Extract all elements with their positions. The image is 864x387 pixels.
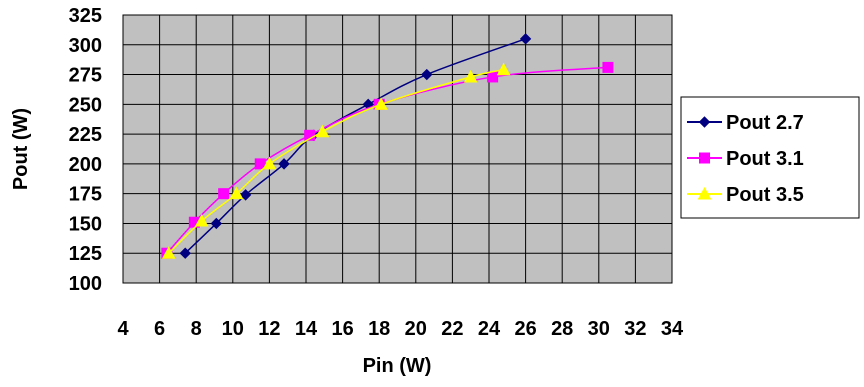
legend-marker <box>699 152 710 164</box>
x-tick-label: 14 <box>295 318 318 340</box>
y-tick-label: 275 <box>69 65 102 87</box>
data-point <box>194 214 209 227</box>
y-tick-label: 250 <box>69 94 102 116</box>
x-tick-label: 26 <box>514 318 536 340</box>
x-tick-label: 6 <box>154 318 165 340</box>
y-tick-label: 125 <box>69 243 102 265</box>
legend-item: Pout 3.1 <box>687 148 804 170</box>
y-tick-label: 300 <box>69 35 102 57</box>
series-3 <box>161 62 511 259</box>
x-axis-tick-labels: 4 6 8 10 12 14 16 18 20 22 24 26 28 30 32 34 <box>117 318 684 340</box>
legend-item: Pout 2.7 <box>687 112 804 134</box>
gridlines <box>122 14 673 284</box>
x-tick-label: 28 <box>551 318 573 340</box>
data-point <box>315 124 330 138</box>
x-tick-label: 20 <box>405 318 427 340</box>
data-point <box>239 189 252 201</box>
y-tick-label: 225 <box>69 124 102 146</box>
plot-border <box>122 14 673 284</box>
x-tick-label: 18 <box>368 318 390 340</box>
y-tick-label: 325 <box>69 5 102 27</box>
data-point <box>374 97 388 110</box>
y-tick-label: 200 <box>69 154 102 176</box>
legend-item: Pout 3.5 <box>687 184 804 206</box>
x-tick-label: 12 <box>258 318 280 340</box>
legend-label: Pout 2.7 <box>726 112 804 134</box>
y-tick-label: 150 <box>69 213 102 235</box>
legend-marker <box>698 116 711 128</box>
legend-marker <box>697 186 712 200</box>
data-point <box>161 246 176 259</box>
data-point <box>421 68 433 81</box>
data-point <box>229 186 244 200</box>
y-tick-label: 100 <box>69 273 102 295</box>
series-line <box>168 69 504 254</box>
data-point <box>254 158 266 170</box>
data-point <box>496 62 511 76</box>
x-tick-label: 34 <box>661 318 684 340</box>
x-tick-label: 30 <box>588 318 610 340</box>
data-point <box>218 188 230 200</box>
legend-label: Pout 3.1 <box>726 148 804 170</box>
x-tick-label: 22 <box>441 318 463 340</box>
plot-area <box>122 14 673 284</box>
data-point <box>487 71 499 83</box>
y-tick-label: 175 <box>69 184 102 206</box>
y-axis-title: Pout (W) <box>10 108 32 190</box>
data-point <box>179 247 191 259</box>
x-tick-label: 16 <box>331 318 353 340</box>
x-axis-title: Pin (W) <box>363 355 432 377</box>
x-tick-label: 24 <box>478 318 501 340</box>
x-tick-label: 10 <box>222 318 244 340</box>
data-point <box>262 156 277 170</box>
data-point <box>278 158 290 170</box>
x-tick-label: 32 <box>624 318 646 340</box>
legend-items: Pout 2.7 Pout 3.1 Pout 3.5 <box>687 112 804 206</box>
x-tick-label: 8 <box>191 318 202 340</box>
data-point <box>519 33 532 45</box>
data-point <box>602 61 614 73</box>
data-point <box>463 69 478 83</box>
legend: Pout 2.7 Pout 3.1 Pout 3.5 <box>680 96 860 219</box>
legend-label: Pout 3.5 <box>726 184 804 206</box>
y-axis-tick-labels: 100 125 150 175 200 225 250 275 300 325 <box>69 5 102 295</box>
series-group <box>161 33 614 259</box>
data-point <box>210 217 223 230</box>
plot-background <box>122 14 673 284</box>
x-tick-label: 4 <box>117 318 129 340</box>
